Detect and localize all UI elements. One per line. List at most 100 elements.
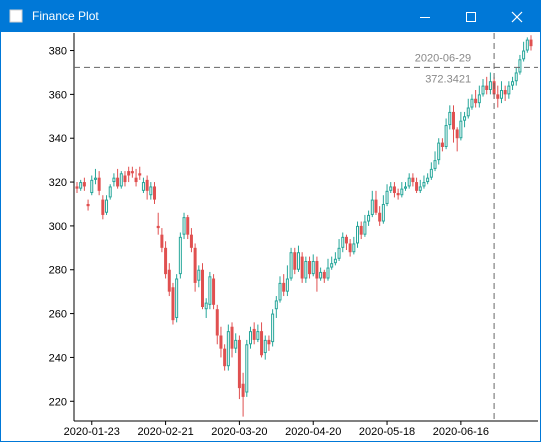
candle-body (359, 225, 363, 235)
candle-body (308, 260, 312, 275)
candle-body (481, 85, 485, 95)
candle-body (415, 182, 419, 191)
candle-body (200, 269, 204, 308)
candle-body (271, 313, 275, 343)
candle-body (522, 50, 526, 60)
candle-body (212, 278, 216, 305)
candle-body (496, 94, 500, 99)
candle-body (429, 168, 433, 178)
candle-body (123, 175, 127, 183)
x-tick-label: 2020-03-20 (211, 426, 267, 438)
candle-body (422, 182, 426, 187)
candle-body (374, 199, 378, 213)
candle-body (330, 263, 334, 268)
candle-body (418, 186, 422, 191)
candle-body (153, 186, 157, 200)
candle-body (407, 177, 411, 187)
candle-body (285, 278, 289, 292)
candle-body (378, 212, 382, 222)
candle-body (182, 217, 186, 235)
x-tick-label: 2020-05-18 (359, 426, 415, 438)
candle-body (86, 203, 90, 207)
candle-body (234, 339, 238, 349)
chart-canvas[interactable]: 220 240 260 280 300 320 340 360 380 2020-01-23 202… (1, 32, 540, 441)
candle-body (529, 39, 533, 47)
candle-body (433, 160, 437, 169)
candle-body (514, 72, 518, 82)
candle-body (219, 335, 223, 349)
candle-body (444, 125, 448, 147)
candle-body (507, 85, 511, 95)
x-tick-label: 2020-01-23 (64, 426, 120, 438)
plot-app-icon (9, 9, 23, 23)
candle-body (164, 247, 168, 275)
candle-body (79, 182, 83, 189)
y-tick-label: 340 (49, 133, 67, 145)
maximize-button[interactable] (448, 1, 494, 32)
candle-body (245, 344, 249, 393)
candle-body (119, 173, 123, 187)
candle-body (105, 199, 109, 213)
window-title: Finance Plot (32, 9, 99, 23)
candle-body (175, 278, 179, 318)
x-tick-label: 2020-04-20 (285, 426, 341, 438)
close-button[interactable] (494, 1, 540, 32)
candle-body (518, 59, 522, 73)
candle-body (134, 177, 138, 183)
close-icon (511, 11, 523, 22)
candle-body (289, 252, 293, 279)
candle-body (171, 287, 175, 321)
candle-body (385, 190, 389, 204)
y-tick-label: 360 (49, 89, 67, 101)
candle-body (296, 252, 300, 270)
candle-body (226, 331, 230, 367)
candle-body (186, 217, 190, 235)
candle-body (474, 98, 478, 104)
candle-body (112, 177, 116, 183)
candle-body (485, 85, 489, 90)
candle-body (149, 186, 153, 196)
candle-body (101, 199, 105, 215)
candle-body (344, 236, 348, 244)
x-tick-label: 2020-06-16 (433, 426, 489, 438)
candle-body (138, 173, 142, 176)
candle-body (130, 171, 134, 174)
candle-body (223, 348, 227, 367)
candle-body (466, 107, 470, 117)
candle-body (499, 89, 503, 99)
y-tick-label: 220 (49, 396, 67, 408)
y-tick-label: 260 (49, 309, 67, 321)
minimize-icon (420, 16, 430, 18)
candle-body (263, 339, 267, 354)
candle-body (503, 89, 507, 95)
candle-body (256, 331, 260, 340)
candle-body (304, 260, 308, 279)
candle-body (348, 243, 352, 253)
crosshair-y-label: 372.3421 (425, 73, 471, 85)
candle-body (267, 339, 271, 345)
candle-body (293, 252, 297, 270)
candle-body (341, 236, 345, 248)
candle-body (322, 271, 326, 279)
candle-body (248, 331, 252, 345)
y-tick-label: 280 (49, 265, 67, 277)
candle-body (167, 269, 171, 292)
candle-body (241, 383, 245, 397)
candle-body (215, 309, 219, 336)
candle-body (189, 234, 193, 248)
title-bar[interactable]: Finance Plot (1, 1, 540, 32)
candle-body (437, 142, 441, 161)
candle-body (404, 186, 408, 189)
candle-body (333, 258, 337, 264)
candle-body (90, 179, 94, 194)
candle-body (396, 193, 400, 196)
candle-body (448, 111, 452, 126)
candlestick-chart[interactable]: 220 240 260 280 300 320 340 360 380 2020-01-23 202… (1, 32, 540, 441)
candle-body (319, 271, 323, 279)
candle-body (392, 186, 396, 194)
candle-body (488, 81, 492, 90)
minimize-button[interactable] (402, 1, 448, 32)
y-tick-label: 300 (49, 221, 67, 233)
candle-body (230, 326, 234, 349)
x-tick-label: 2020-02-21 (137, 426, 193, 438)
